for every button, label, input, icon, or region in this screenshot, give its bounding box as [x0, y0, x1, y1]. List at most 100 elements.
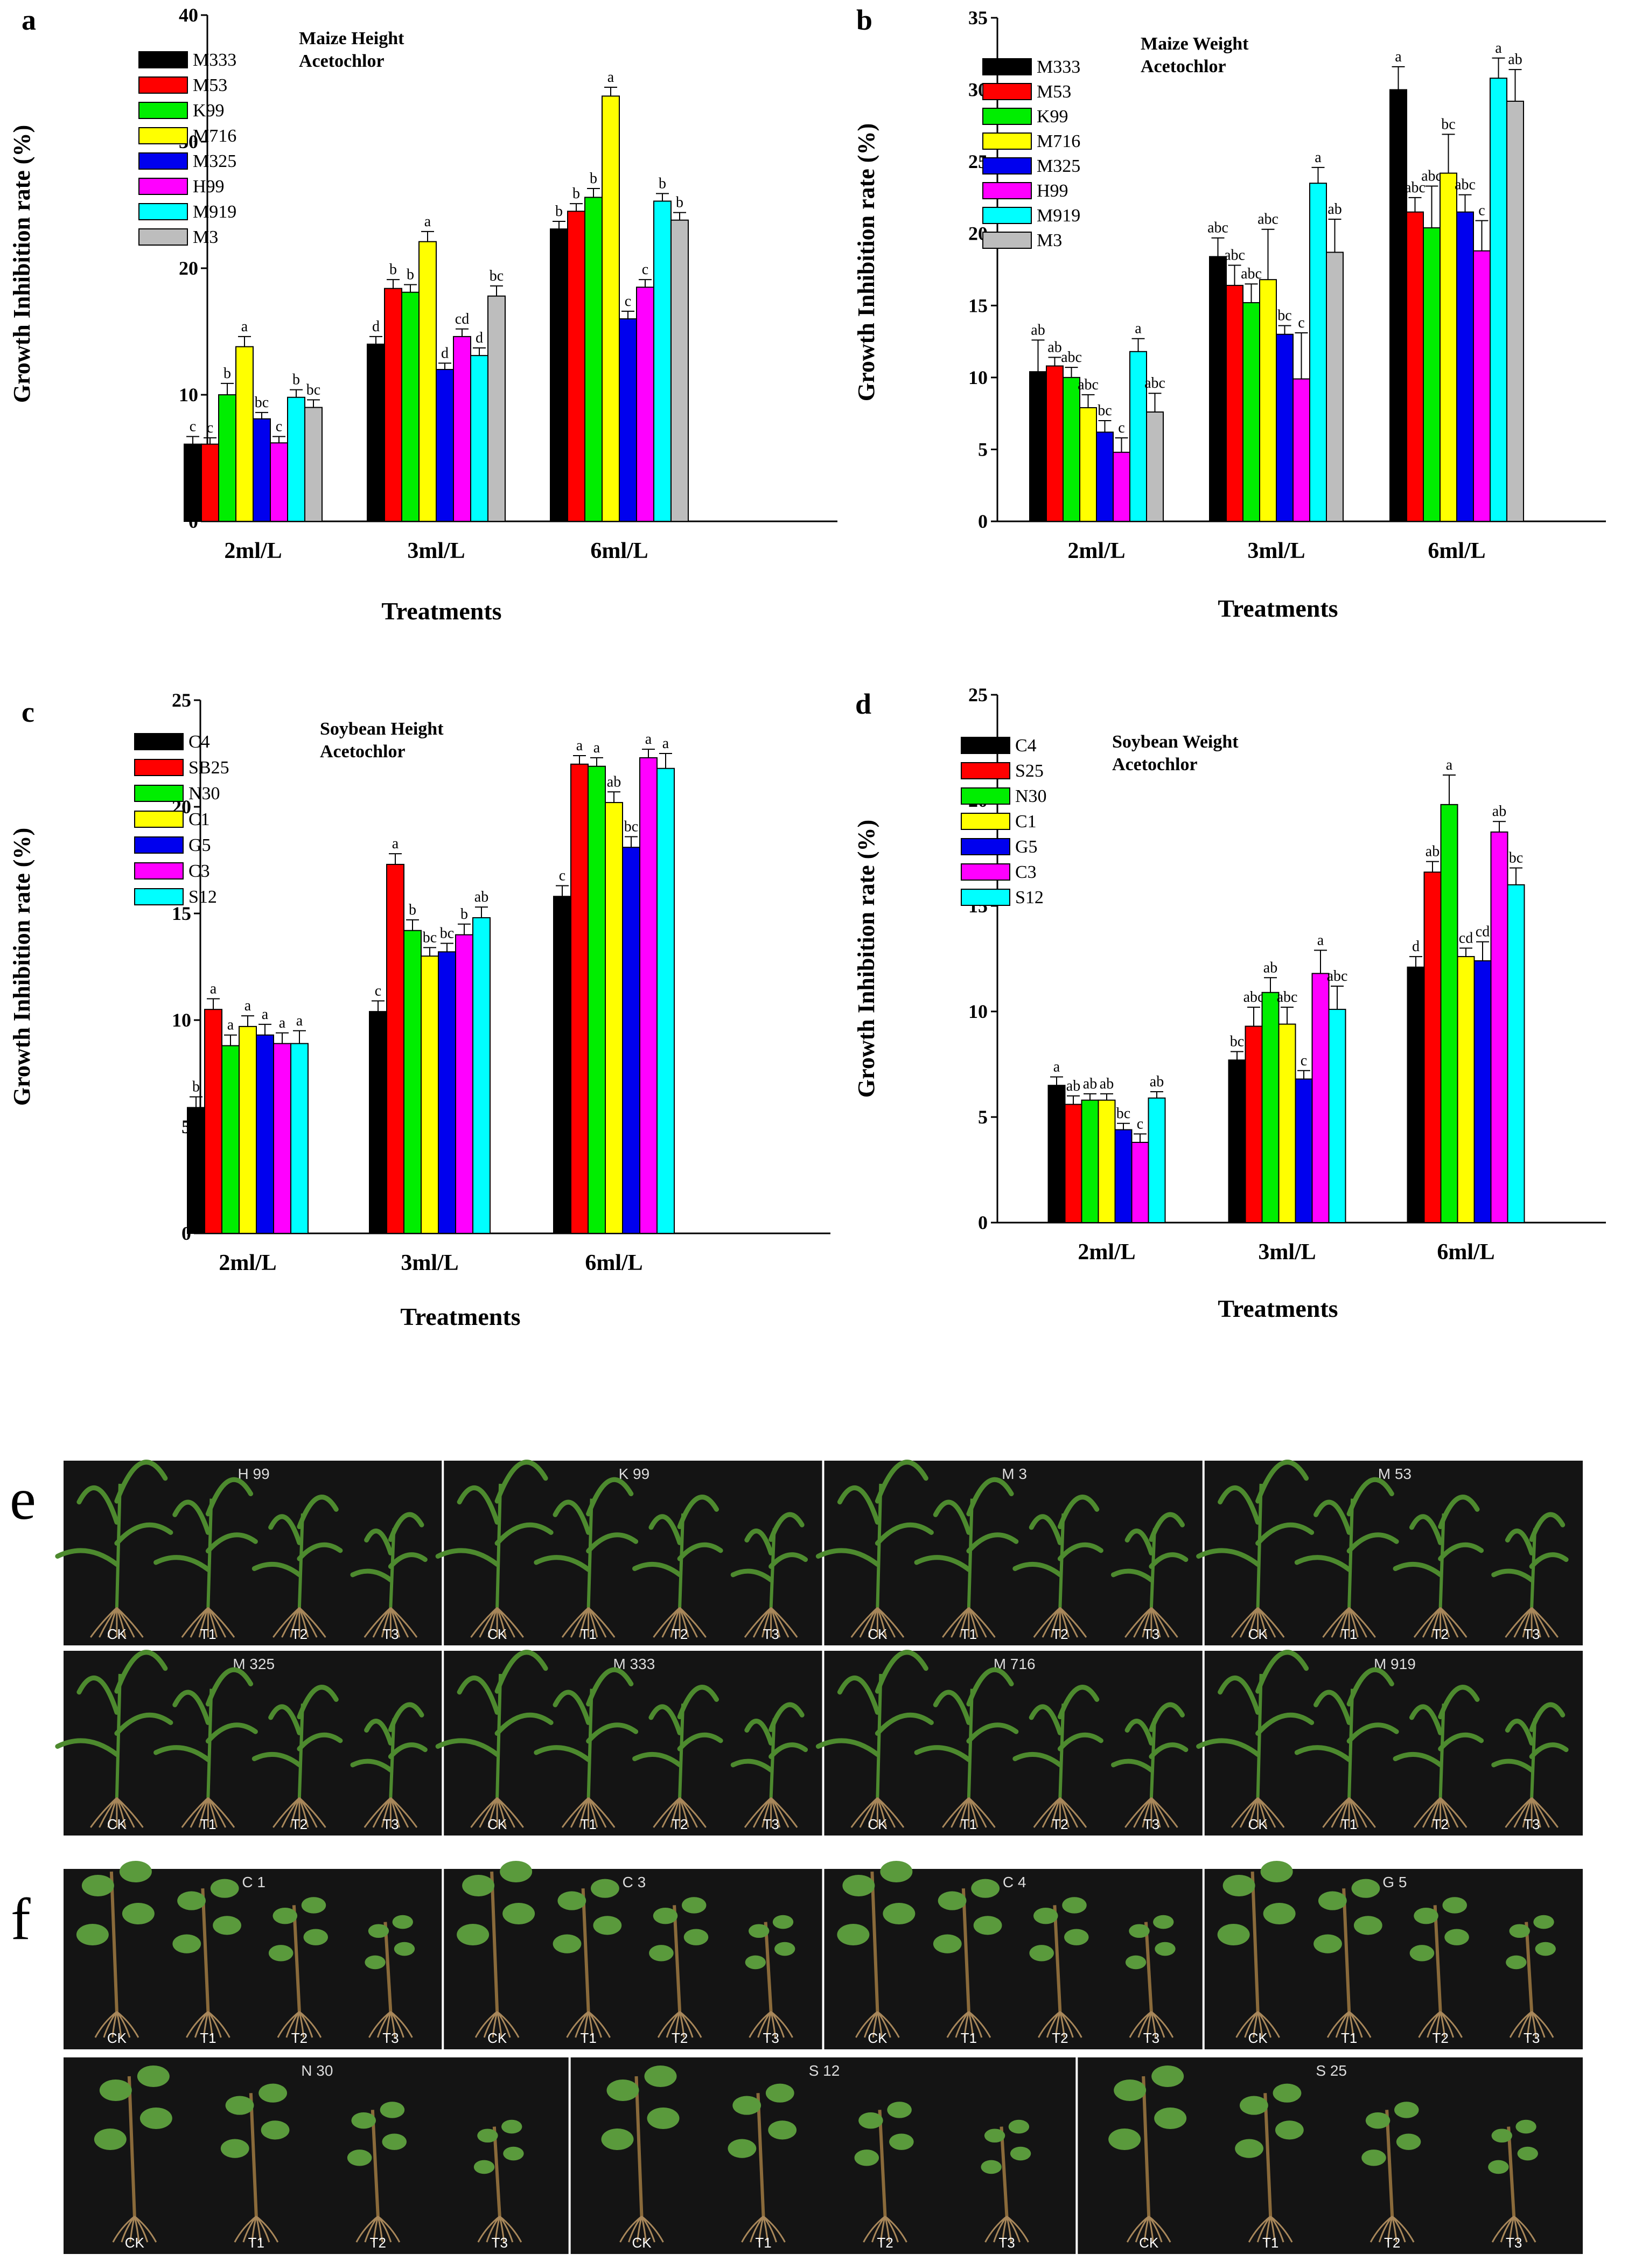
treatment-tag: T2	[291, 1816, 308, 1832]
plant-stem	[581, 1888, 590, 2012]
treatment-tag: T2	[291, 2030, 308, 2046]
plant-leaf	[914, 1555, 972, 1572]
significance-letter: abc	[1277, 989, 1298, 1006]
plant-leaf	[1255, 1522, 1315, 1546]
significance-letter: ab	[1047, 339, 1061, 355]
plant-root	[628, 2216, 642, 2243]
plant-leaf	[435, 1738, 500, 1757]
plant-root	[1253, 2011, 1259, 2038]
chart-title-line: Acetochlor	[320, 742, 406, 762]
bar	[602, 95, 620, 522]
plant-leaf	[1353, 1916, 1382, 1935]
plant-leaf	[213, 1916, 241, 1935]
plant-leaf	[933, 1690, 972, 1725]
treatment-tag: T1	[580, 1816, 596, 1832]
photo-title: C 1	[242, 1874, 265, 1890]
plant-stem	[961, 1888, 970, 2012]
bar	[619, 318, 637, 522]
photo-cell	[824, 1461, 1203, 1645]
plant-root	[1150, 2011, 1174, 2038]
plant-leaf	[494, 1650, 548, 1694]
significance-letter: c	[375, 982, 381, 999]
bar	[1064, 1104, 1082, 1223]
chart-title: Soybean Weight Acetochlor	[1112, 732, 1239, 774]
plant-leaf	[648, 1514, 682, 1545]
plant-leaf	[1196, 1738, 1261, 1757]
plant-leaf	[205, 1667, 254, 1707]
plant-leaf	[854, 2150, 879, 2166]
x-axis-title: Treatments	[1218, 1295, 1338, 1322]
chart-title-line: Soybean Height	[320, 719, 444, 739]
category-label: 6ml/L	[590, 539, 648, 563]
bar	[1507, 884, 1525, 1224]
bar	[1473, 250, 1491, 522]
plant-leaf	[1394, 2102, 1419, 2118]
treatment-tag: CK	[125, 2235, 145, 2251]
y-tick-label: 10	[179, 384, 198, 406]
legend-label: M333	[1037, 57, 1080, 77]
plant-leaf	[1155, 1942, 1176, 1956]
plant-root	[390, 2011, 413, 2038]
plant-stem	[292, 1905, 301, 2012]
legend-label: K99	[193, 101, 225, 121]
plant-leaf	[1409, 1514, 1443, 1545]
plant-leaf	[966, 1477, 1014, 1517]
plant-leaf	[1260, 1861, 1293, 1882]
plant-root	[968, 2011, 991, 2038]
plant-leaf	[1273, 2083, 1302, 2103]
legend-swatch	[134, 811, 184, 828]
plant-leaf	[837, 1485, 880, 1525]
treatment-tag: T2	[1432, 1626, 1448, 1642]
plant-leaf	[553, 1690, 591, 1725]
plant-root	[752, 1797, 772, 1828]
plant-stem	[1263, 2093, 1273, 2217]
plant-root	[116, 1607, 144, 1638]
legend-label: M325	[193, 151, 236, 171]
plant-leaf	[1294, 1555, 1352, 1572]
legend-label: M716	[1037, 131, 1080, 151]
significance-letter: a	[1446, 757, 1453, 773]
plant-root	[373, 2216, 379, 2243]
bar	[1490, 831, 1508, 1224]
plant-root	[1006, 2215, 1029, 2243]
bar	[1226, 284, 1243, 522]
treatment-tag: T3	[1506, 2235, 1522, 2251]
plant-leaf	[728, 2139, 757, 2158]
plant-leaf	[297, 1685, 339, 1720]
significance-letter: a	[210, 980, 217, 997]
legend-swatch	[961, 737, 1010, 754]
y-tick-label: 35	[968, 7, 988, 29]
panel-label: b	[856, 4, 872, 36]
treatment-tag: T1	[755, 2235, 771, 2251]
plant-leaf	[601, 2129, 634, 2150]
bar	[1261, 992, 1280, 1223]
plant-leaf	[1012, 1751, 1063, 1768]
plant-root	[492, 2011, 498, 2038]
plant-root	[1348, 1607, 1376, 1638]
plant-leaf	[457, 1675, 500, 1715]
plant-leaf	[1218, 1485, 1261, 1525]
photo-cell	[444, 1651, 822, 1836]
legend-swatch	[961, 787, 1010, 805]
significance-letter: b	[409, 902, 416, 918]
y-tick-label: 10	[968, 367, 988, 388]
treatment-tag: CK	[487, 1816, 507, 1832]
plant-leaf	[774, 1942, 795, 1956]
plant-root	[1256, 2216, 1271, 2243]
plant-leaf	[268, 1514, 302, 1545]
plant-root	[207, 1797, 235, 1828]
bar	[653, 200, 672, 522]
plant-leaf	[435, 1548, 500, 1567]
plant-leaf	[220, 2139, 249, 2158]
plant-leaf	[1409, 1945, 1435, 1962]
plant-leaf	[94, 2129, 127, 2150]
plant-leaf	[114, 1650, 168, 1694]
plant-root	[588, 2011, 611, 2038]
treatment-tag: CK	[1248, 2030, 1268, 2046]
plant-leaf	[1057, 1542, 1103, 1561]
panel-label: a	[22, 4, 36, 36]
photo-cell	[824, 1869, 1203, 2049]
bar	[584, 197, 603, 522]
plant-root	[1440, 1607, 1468, 1638]
significance-letter: c	[1118, 420, 1124, 436]
